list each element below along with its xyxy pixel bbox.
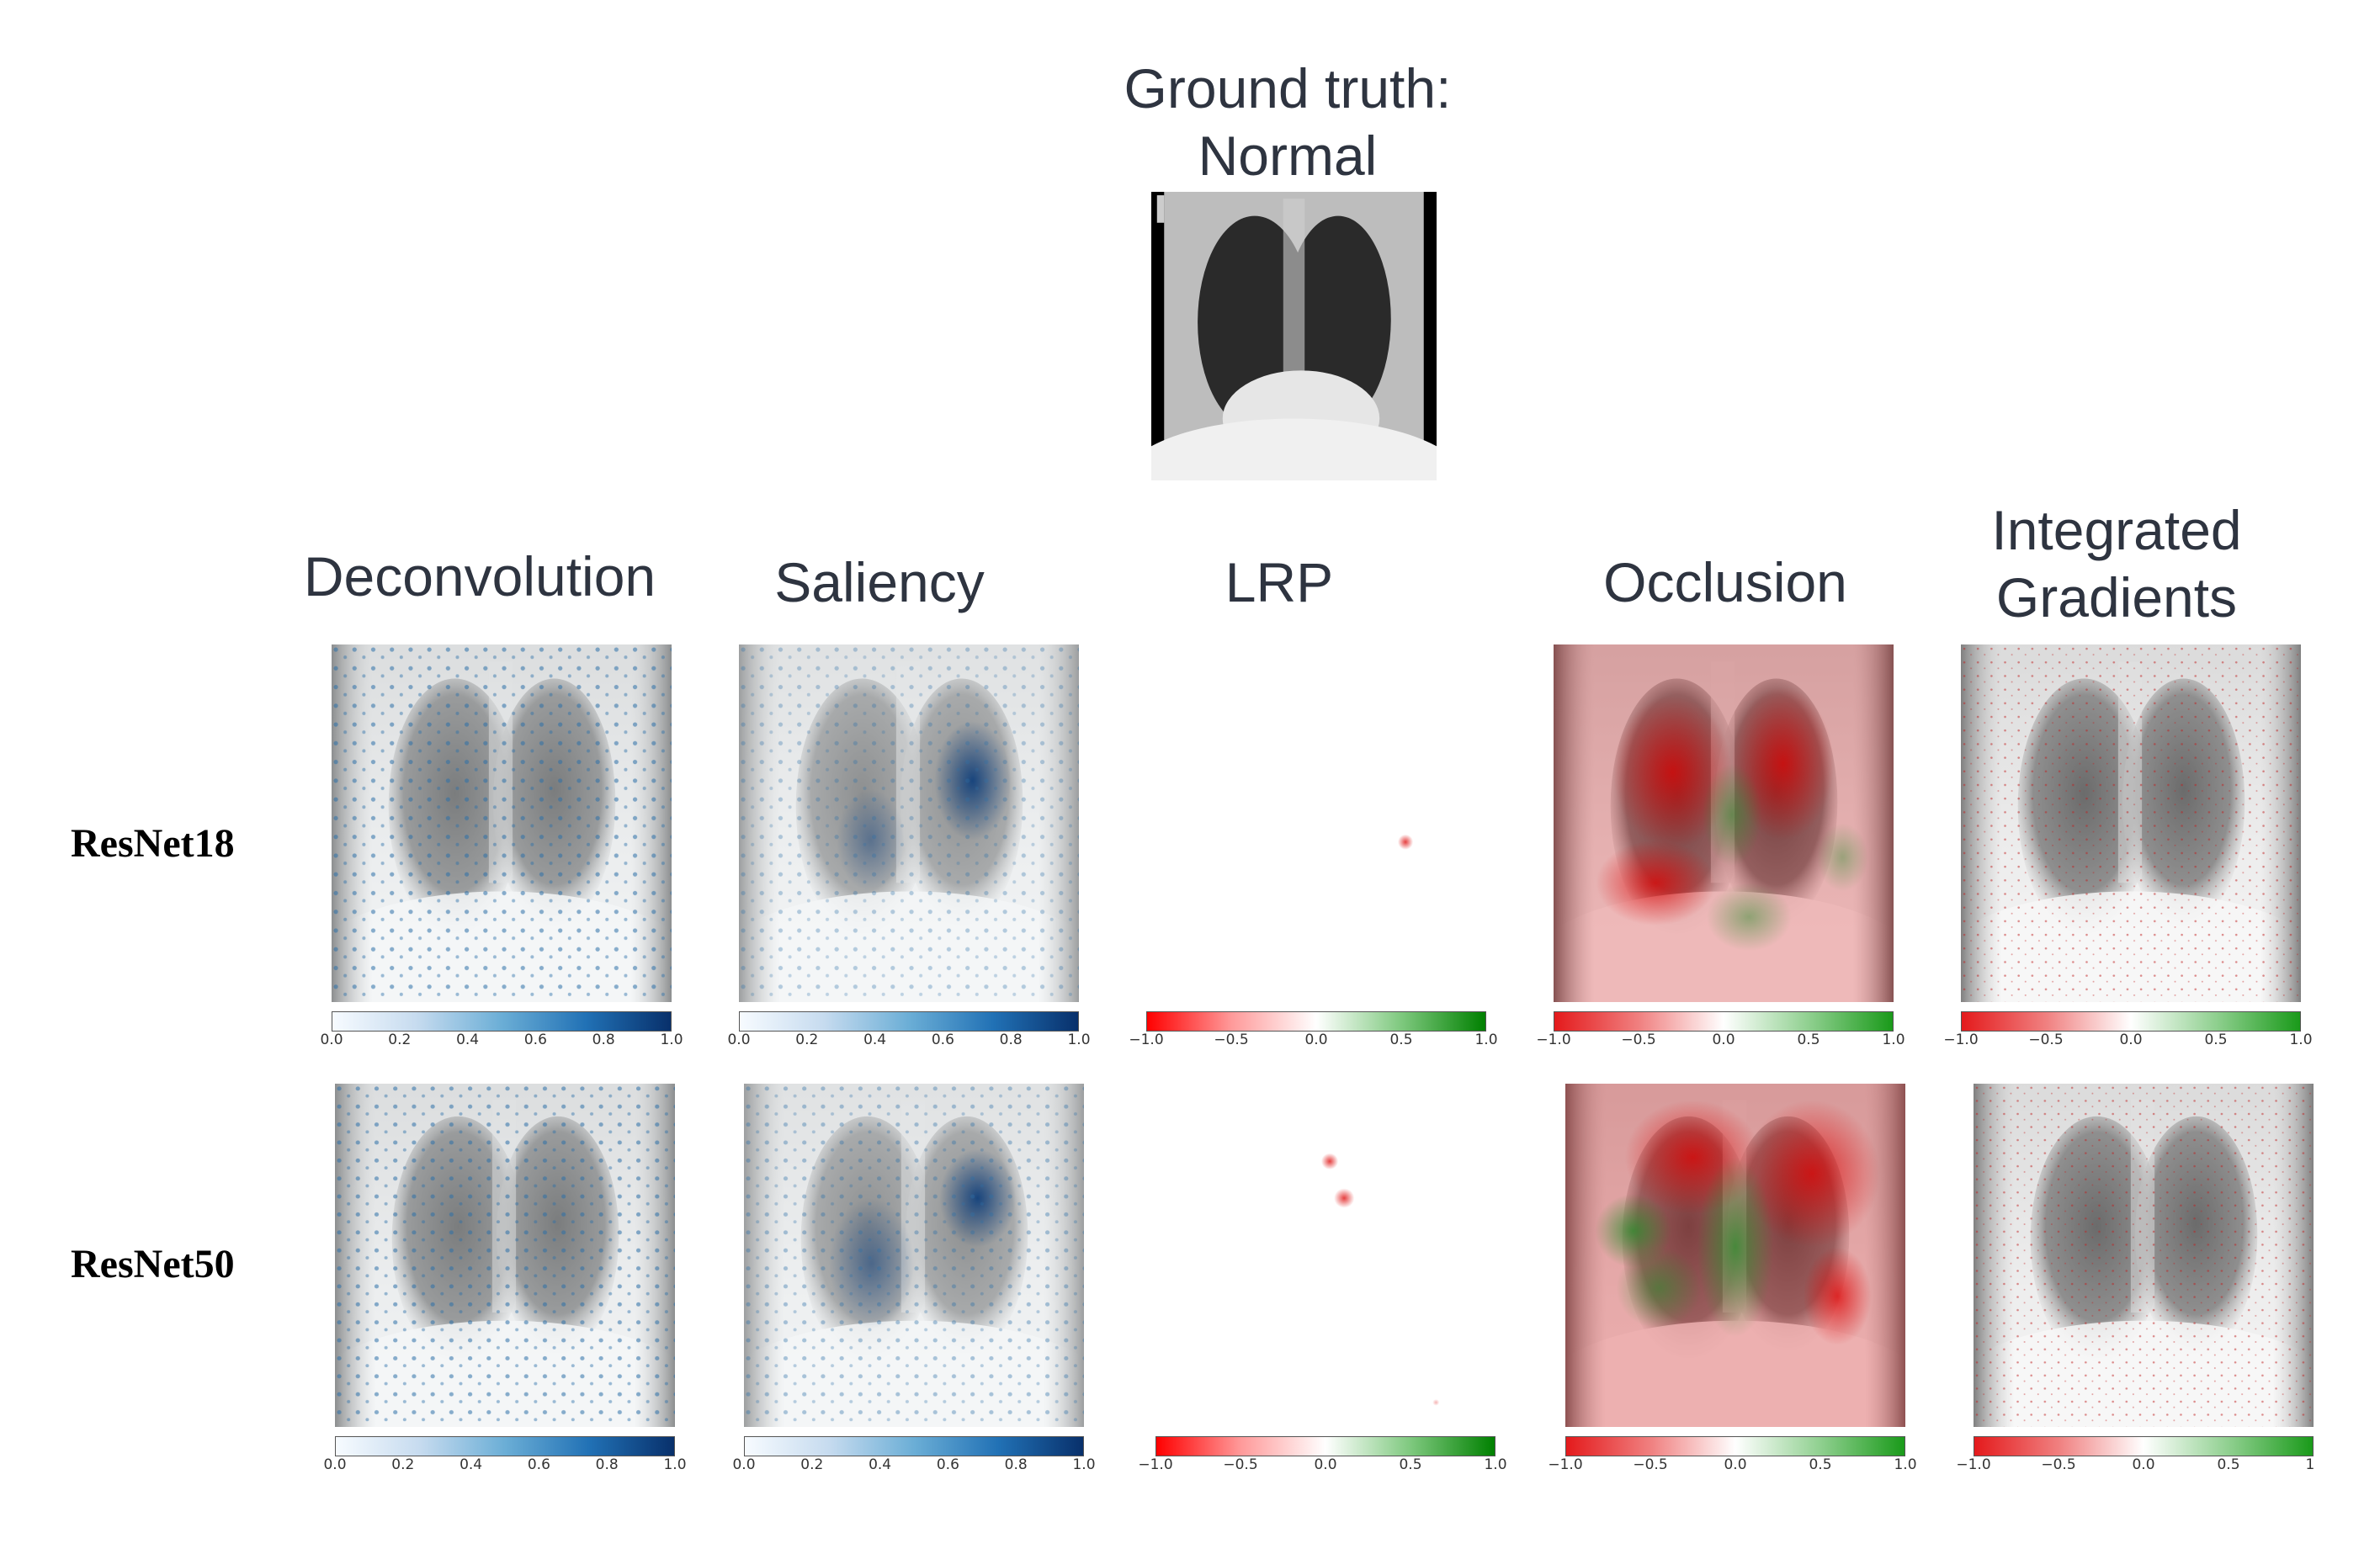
tick-label: 1.0 [1072,1456,1096,1473]
resnet18-lrp-colorbar: −1.0 −0.5 0.0 0.5 1.0 [1129,1011,1498,1053]
row-label-resnet18: ResNet18 [71,821,235,866]
resnet50-deconvolution-map [335,1084,675,1427]
tick-label: 0.0 [2132,1456,2155,1473]
tick-label: −1.0 [1138,1456,1173,1473]
tick-label: −0.5 [1633,1456,1668,1473]
tick-label: 1.0 [1484,1456,1507,1473]
tick-label: 0.2 [800,1456,824,1473]
tick-label: 0.2 [795,1032,819,1048]
tick-label: 0.6 [931,1032,954,1048]
resnet50-integrated-gradients-map [1974,1084,2314,1427]
resnet18-saliency-colorbar: 0.0 0.2 0.4 0.6 0.8 1.0 [727,1011,1091,1053]
tick-label: 0.8 [1004,1456,1028,1473]
tick-label: 0.4 [456,1032,480,1048]
tick-label: 0.5 [1399,1456,1422,1473]
tick-label: 0.0 [732,1456,756,1473]
tick-label: 0.0 [1712,1032,1735,1048]
tick-label: 0.5 [2217,1456,2240,1473]
ground-truth-line1: Ground truth: [1124,57,1452,119]
integrated-gradients-line2: Gradients [1995,566,2238,628]
column-title-saliency: Saliency [774,551,985,613]
tick-label: −1.0 [1943,1032,1979,1048]
tick-label: 0.4 [869,1456,892,1473]
tick-label: 0.5 [1809,1456,1832,1473]
resnet18-occlusion-map [1554,644,1894,1002]
resnet50-saliency-map [744,1084,1084,1427]
tick-label: 1.0 [1882,1032,1905,1048]
tick-label: 1.0 [1474,1032,1498,1048]
tick-label: −0.5 [2028,1032,2064,1048]
resnet50-saliency-colorbar: 0.0 0.2 0.4 0.6 0.8 1.0 [732,1436,1096,1478]
tick-label: 0.0 [2119,1032,2143,1048]
tick-label: 0.6 [936,1456,959,1473]
tick-label: −1.0 [1129,1032,1164,1048]
row-label-resnet50: ResNet50 [71,1242,235,1286]
tick-label: 0.8 [595,1456,619,1473]
tick-label: 0.0 [320,1032,343,1048]
resnet50-integrated-gradients-colorbar: −1.0 −0.5 0.0 0.5 1 [1956,1436,2315,1478]
tick-label: −0.5 [2041,1456,2076,1473]
tick-label: 0.5 [1797,1032,1820,1048]
tick-label: 0.8 [592,1032,615,1048]
tick-label: 0.8 [999,1032,1023,1048]
tick-label: −0.5 [1223,1456,1258,1473]
resnet18-integrated-gradients-map [1961,644,2301,1002]
tick-label: 0.0 [323,1456,347,1473]
tick-label: 0.4 [460,1456,483,1473]
tick-label: −1.0 [1536,1032,1571,1048]
tick-label: 0.0 [727,1032,751,1048]
input-xray-image [1151,192,1437,480]
tick-label: 1 [2305,1456,2315,1473]
tick-label: 1.0 [1894,1456,1917,1473]
tick-label: 0.5 [2204,1032,2228,1048]
resnet18-occlusion-colorbar: −1.0 −0.5 0.0 0.5 1.0 [1536,1011,1905,1053]
ground-truth-label: Ground truth: Normal [1077,55,1498,189]
tick-label: 0.5 [1389,1032,1413,1048]
tick-label: 0.2 [388,1032,412,1048]
column-title-deconvolution: Deconvolution [303,545,656,607]
resnet50-deconvolution-colorbar: 0.0 0.2 0.4 0.6 0.8 1.0 [323,1436,687,1478]
resnet50-occlusion-map [1565,1084,1905,1427]
tick-label: 0.6 [527,1456,550,1473]
tick-label: 0.0 [1314,1456,1337,1473]
tick-label: −0.5 [1214,1032,1249,1048]
resnet18-deconvolution-map [332,644,672,1002]
column-title-lrp: LRP [1225,551,1334,613]
resnet18-integrated-gradients-colorbar: −1.0 −0.5 0.0 0.5 1.0 [1943,1011,2313,1053]
tick-label: −0.5 [1621,1032,1656,1048]
tick-label: 1.0 [2289,1032,2313,1048]
tick-label: 0.2 [391,1456,415,1473]
column-title-occlusion: Occlusion [1603,551,1847,613]
resnet50-occlusion-colorbar: −1.0 −0.5 0.0 0.5 1.0 [1548,1436,1917,1478]
resnet18-deconvolution-colorbar: 0.0 0.2 0.4 0.6 0.8 1.0 [320,1011,683,1053]
resnet18-lrp-map [1146,644,1486,1002]
ground-truth-line2: Normal [1198,125,1378,187]
tick-label: 0.4 [863,1032,887,1048]
tick-label: 1.0 [1067,1032,1091,1048]
tick-label: 0.6 [523,1032,547,1048]
tick-label: −1.0 [1548,1456,1583,1473]
column-title-integrated-gradients: Integrated Gradients [1931,496,2302,631]
resnet50-lrp-colorbar: −1.0 −0.5 0.0 0.5 1.0 [1138,1436,1507,1478]
resnet50-lrp-map [1155,1084,1495,1427]
tick-label: −1.0 [1956,1456,1991,1473]
tick-label: 1.0 [660,1032,683,1048]
tick-label: 1.0 [663,1456,687,1473]
tick-label: 0.0 [1304,1032,1328,1048]
integrated-gradients-line1: Integrated [1991,499,2242,561]
tick-label: 0.0 [1724,1456,1747,1473]
resnet18-saliency-map [739,644,1079,1002]
